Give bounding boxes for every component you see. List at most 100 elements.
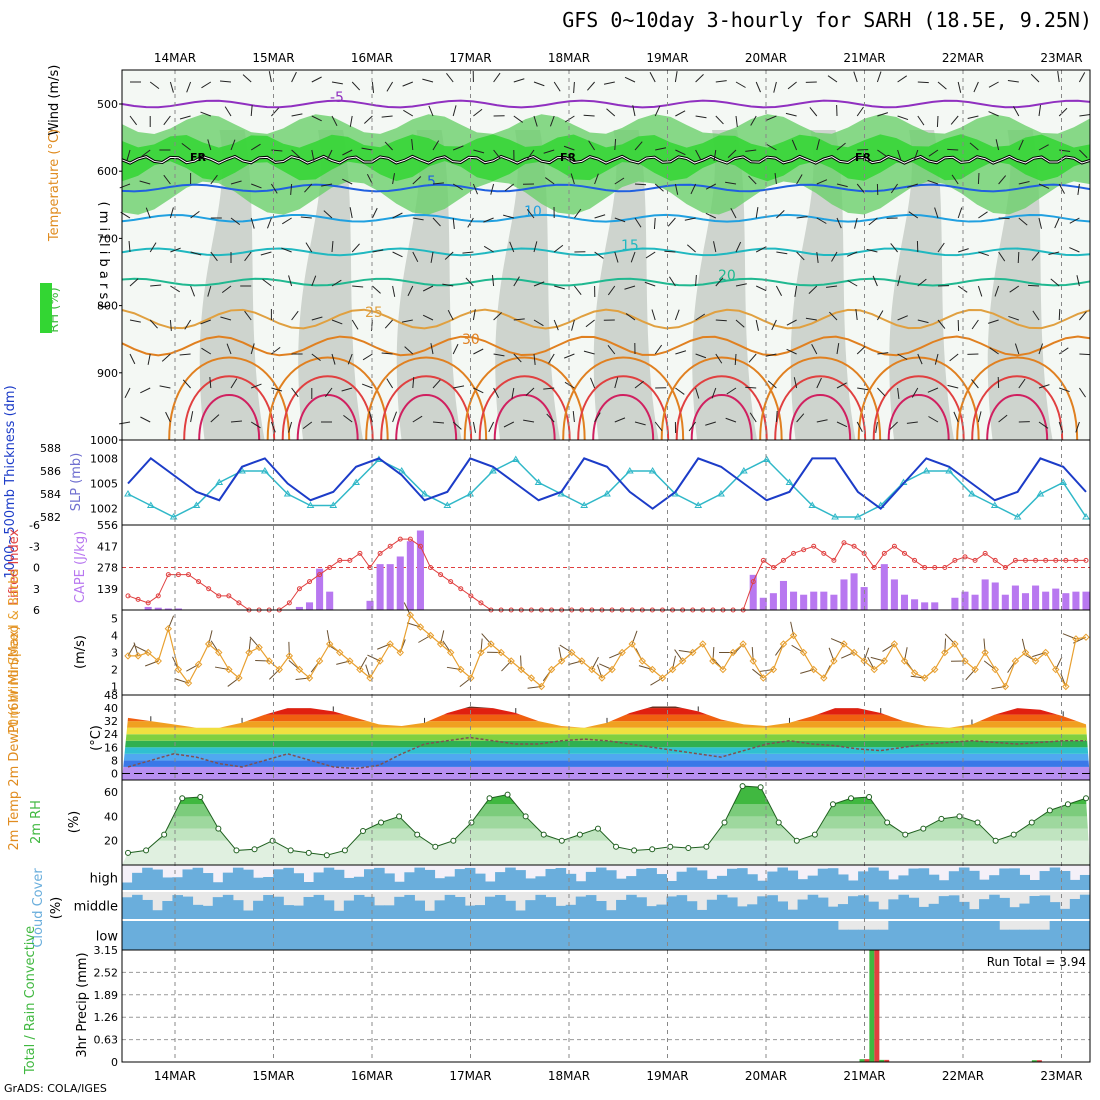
wind-barb [614,177,625,185]
pressure-tick-label: 600 [97,165,118,178]
cloud-bar [192,867,204,890]
wind-barb [1078,72,1086,83]
wind-barb [230,420,243,423]
rh-tick-label: 60 [104,786,118,799]
cloud-bar [555,867,567,890]
wind-speed-point [315,657,324,665]
wind-barb [1030,73,1040,83]
wind-barb [917,115,925,126]
wind-barb [998,251,1006,262]
wind-barb [533,241,538,253]
date-label-top: 20MAR [745,51,787,65]
wind-barb [766,144,777,151]
wind-speed-point [910,669,919,677]
wind-barb [291,71,297,83]
wind-barb [525,387,535,396]
cloud-bar [606,910,617,919]
wind-barb [210,414,220,423]
wind-speed-point [446,648,455,657]
wind-barb [674,309,680,321]
wind-barb [989,347,999,355]
wind-barb [362,353,373,361]
wind-barb [796,413,805,423]
cloud-bar [424,869,436,890]
wind-barb [937,81,947,90]
cloud-bar [132,894,143,919]
wind-barb [735,283,747,287]
wind-speed-point [457,665,465,674]
wind-barb [511,387,515,399]
wind-barb [897,115,909,121]
wind-speed-point [840,640,848,648]
wind-barb [563,145,575,151]
li-point [821,550,827,556]
date-label-top: 18MAR [548,51,590,65]
cloud-bar [1019,903,1030,919]
cloud-bar [212,882,224,890]
rh-point [432,843,439,850]
wind-speed-point [356,665,364,674]
wind-barb [928,416,939,423]
wind-barb [816,179,828,185]
rh-point [866,794,873,800]
cloud-bar [757,896,768,919]
wind-barb [473,149,485,154]
cloud-bar [928,874,940,890]
rh-point [522,813,529,820]
cloud-bar [374,921,385,950]
cloud-bar [797,879,809,890]
cloud-bar [989,894,1000,919]
cape-bar [951,597,959,610]
wind-barb [917,353,923,365]
cloud-bar [575,881,587,890]
precip-total-bar [1031,1060,1037,1062]
precip-tick-label: 0.63 [94,1034,119,1047]
wind-speed-point [487,640,495,648]
cloud-bar [434,921,446,950]
wind-barb [831,251,838,262]
cape-bar [295,606,303,610]
cape-bar [1082,591,1090,610]
wind-barb [877,352,889,355]
li-point [962,554,968,560]
cloud-bar [172,895,183,919]
thickness-point [511,455,520,462]
cloud-bar [333,910,345,919]
precip-unit-label: 3hr Precip (mm) [75,952,90,1057]
temp-tick-label: 16 [104,741,118,754]
wind-barb [513,318,525,321]
cape-bar [840,579,848,610]
wind-barb [169,319,172,332]
cloud-bar [1059,871,1071,890]
wind-barb [735,115,738,127]
wind-barb [876,310,884,321]
wind-barb [384,141,393,151]
thickness-point [580,501,589,508]
li-tick-label: -6 [29,519,40,532]
wind-barb [513,78,525,83]
wind-speed-point [658,674,667,682]
cloud-bar [424,910,436,919]
wind-barb [219,80,232,83]
li-point [831,557,837,563]
rh-point [161,831,168,838]
cloud-bar [757,880,768,890]
wind-barb [311,115,322,122]
cloud-bar [243,910,254,919]
wind-barb [755,207,759,219]
wind-barb [504,183,515,192]
cloud-bar [696,870,708,890]
cloud-bar [787,870,799,890]
wind-barb [767,380,777,389]
rh-band [122,828,1090,841]
wind-barb [351,81,361,91]
cloud-bar [434,878,446,890]
wind-barb [207,139,212,151]
thickness-point [260,467,269,474]
rh-point [649,846,656,853]
cape-bar [1021,593,1030,610]
wind-barb [1058,308,1061,321]
cloud-bar [525,878,536,890]
cloud-bar [585,871,597,890]
wind-barb [857,387,869,391]
